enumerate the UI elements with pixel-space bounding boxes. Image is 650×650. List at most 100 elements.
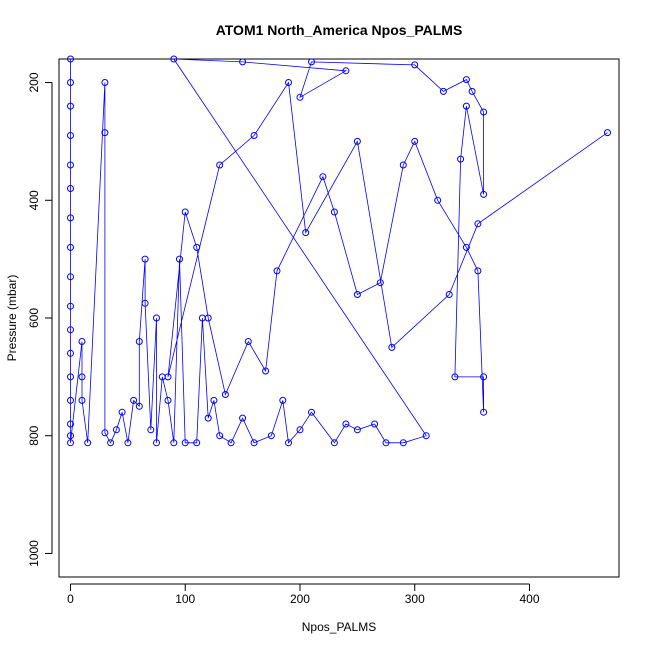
data-point [239,58,247,66]
data-point [604,129,611,137]
data-point [67,273,74,281]
data-point [124,439,132,447]
data-point [193,439,201,447]
data-point [67,132,74,139]
series-lines [70,58,608,444]
data-point [319,173,327,181]
data-point [342,420,350,428]
data-point [181,439,189,447]
data-point [67,185,74,192]
data-point [462,76,470,84]
data-point [107,439,115,447]
data-point [67,214,74,222]
data-point [445,291,453,298]
data-point [101,429,109,437]
data-point [480,190,488,198]
data-point [67,420,74,428]
data-point [296,426,304,434]
data-point [434,196,442,204]
data-point [371,420,379,428]
data-point [399,161,407,169]
data-point [480,373,488,381]
data-point [330,208,338,216]
data-point [153,439,160,447]
data-point [193,243,201,251]
series-line [70,58,608,444]
data-point [388,343,396,351]
data-point [411,61,419,69]
data-point [67,302,74,310]
data-point [67,439,74,447]
data-point [296,93,304,101]
data-point [474,267,482,275]
y-axis-label: Pressure (mbar) [5,275,19,362]
data-point [330,439,338,447]
data-point [382,439,390,447]
data-point [67,373,74,381]
data-point [67,55,74,63]
data-point [78,338,86,345]
data-point [170,55,178,63]
data-point [135,338,143,345]
data-point [67,161,74,169]
y-tick-label: 800 [27,425,41,445]
data-point [67,396,74,404]
data-point [164,396,172,404]
data-point [353,426,361,434]
series-points [67,55,611,447]
y-tick-label: 1000 [27,540,41,567]
data-point [78,373,86,381]
data-point [376,279,384,287]
y-tick-label: 600 [27,308,41,328]
data-point [78,396,86,404]
data-point [262,367,270,375]
data-point [118,408,126,416]
data-point [273,267,281,275]
data-point [216,161,224,169]
data-point [250,132,258,139]
data-point [112,426,120,434]
chart-title: ATOM1 North_America Npos_PALMS [216,22,463,38]
x-tick-label: 400 [519,592,539,606]
x-tick-label: 300 [405,592,425,606]
data-point [451,373,459,381]
data-point [216,432,224,440]
data-point [285,79,292,86]
data-point [468,87,476,95]
data-point [250,439,258,447]
x-tick-label: 0 [67,592,74,606]
data-point [67,79,74,86]
data-point [308,408,315,416]
data-point [204,314,212,322]
plot-frame [58,58,620,578]
data-point [462,102,470,110]
data-point [67,349,74,357]
data-point [67,102,74,110]
x-tick-label: 100 [175,592,195,606]
data-point [279,396,287,404]
x-axis-label: Npos_PALMS [302,620,376,634]
data-point [227,439,235,447]
data-point [474,220,482,228]
data-point [210,396,218,404]
data-point [135,402,143,410]
data-point [141,255,149,263]
data-point [84,439,92,447]
x-tick-label: 200 [290,592,310,606]
data-point [204,414,212,422]
data-point [67,326,74,334]
y-tick-label: 200 [27,72,41,92]
data-point [67,243,74,251]
data-point [239,414,247,422]
data-point [221,391,229,398]
data-point [130,396,138,404]
data-point [439,87,447,95]
data-point [147,426,155,434]
data-point [101,79,109,86]
data-point [181,208,189,216]
data-point [422,432,430,440]
data-point [353,137,361,145]
x-axis: 0 100 200 300 400 [67,583,540,606]
data-point [342,67,350,75]
